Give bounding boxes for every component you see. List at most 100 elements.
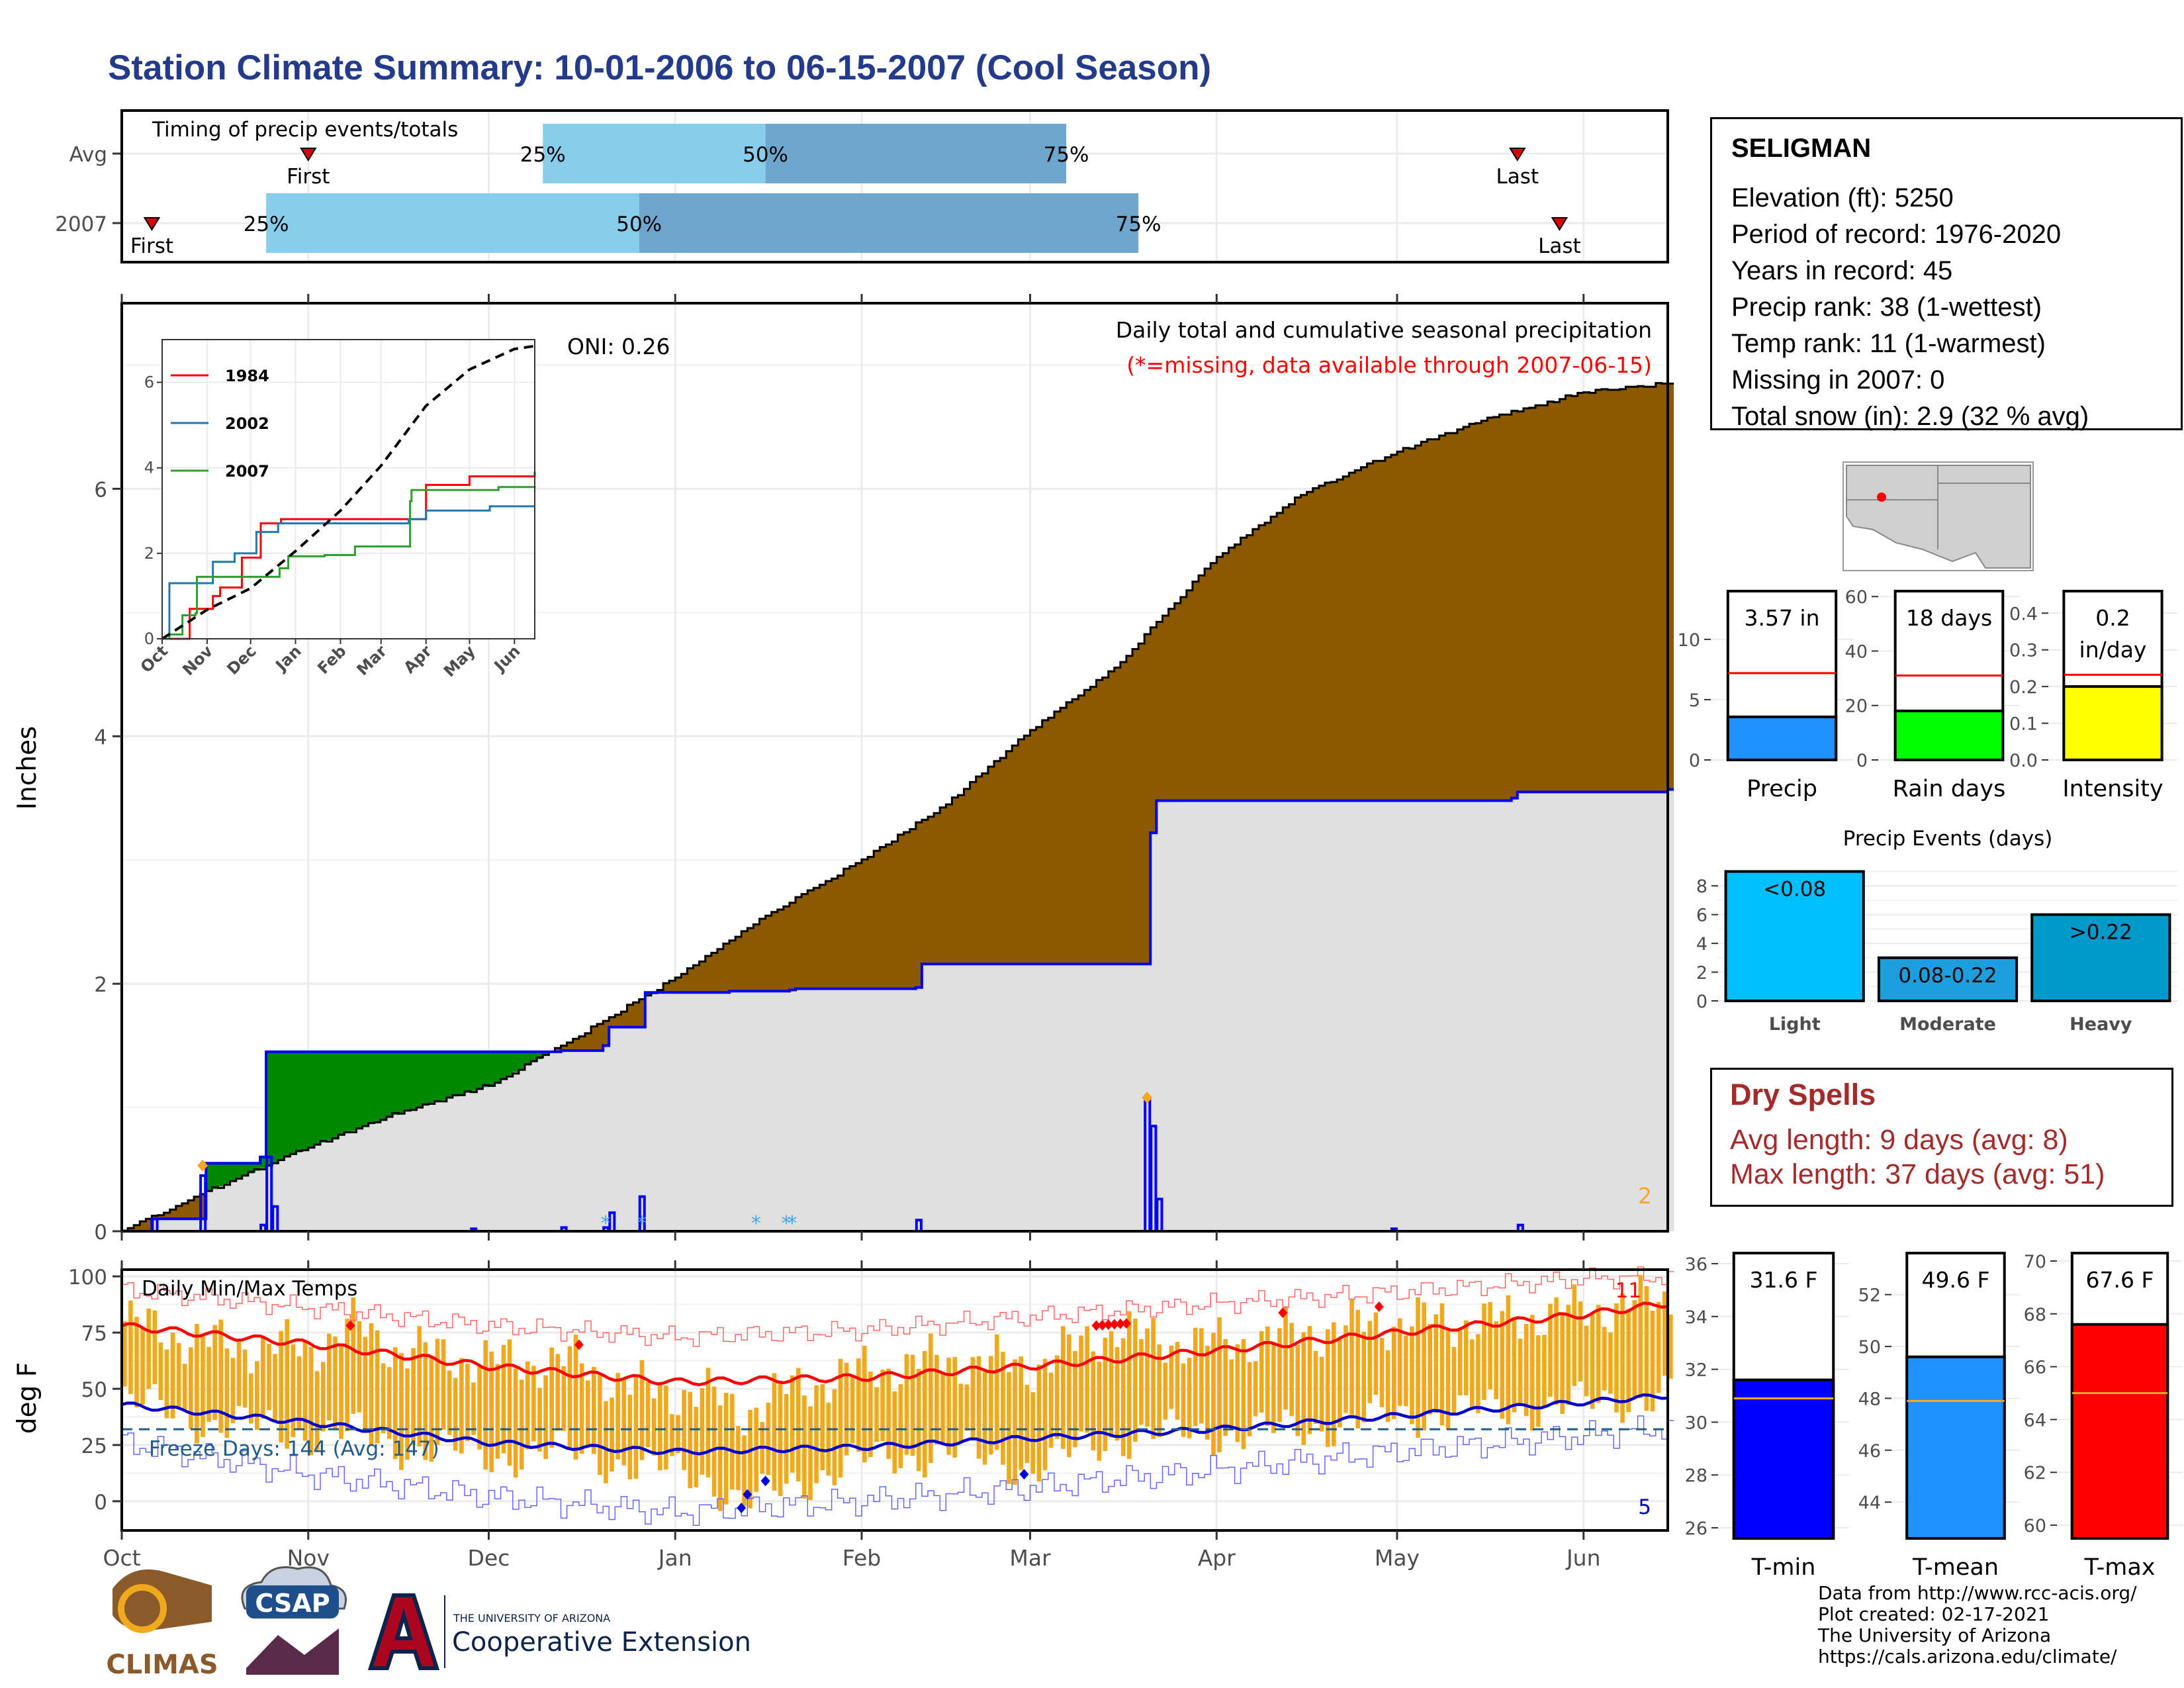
timing-label-75: 75% <box>1116 212 1161 236</box>
coop-extension-small-text: THE UNIVERSITY OF ARIZONA <box>453 1612 610 1624</box>
daily-temp-bar <box>1054 1355 1060 1439</box>
daily-temp-bar <box>302 1340 308 1441</box>
daily-temp-bar <box>982 1372 987 1465</box>
temps-y-tick-label: 75 <box>81 1322 107 1346</box>
daily-temp-bar <box>670 1414 674 1456</box>
daily-temp-bar <box>633 1377 639 1479</box>
daily-temp-bar <box>308 1346 314 1456</box>
dry-spells-title: Dry Spells <box>1730 1078 1876 1111</box>
daily-temp-bar <box>459 1358 464 1454</box>
temps-y-tick-label: 100 <box>68 1266 107 1289</box>
daily-temp-bar <box>417 1326 422 1447</box>
small-bar-label: 3.57 in <box>1744 605 1819 631</box>
daily-temp-bar <box>1512 1317 1517 1413</box>
daily-temp-bar <box>489 1351 494 1472</box>
daily-temp-bar <box>146 1308 151 1389</box>
daily-temp-bar <box>766 1403 771 1476</box>
small-bar <box>2070 1323 2169 1540</box>
daily-temp-bar <box>1126 1311 1132 1459</box>
small-bar-label: 31.6 F <box>1750 1267 1818 1293</box>
freeze-days-text: Freeze Days: 144 (Avg: 147) <box>149 1437 439 1461</box>
daily-temp-bar <box>1163 1362 1168 1420</box>
daily-temp-bar <box>928 1333 933 1463</box>
daily-temp-bar <box>1313 1350 1318 1424</box>
daily-temp-bar <box>994 1334 999 1450</box>
daily-temp-bar <box>1079 1335 1083 1432</box>
avg-cumulative-line <box>122 382 1674 1232</box>
daily-temp-bar <box>158 1342 163 1400</box>
daily-temp-bar <box>1036 1364 1042 1482</box>
credit-line: https://cals.arizona.edu/climate/ <box>1818 1646 2117 1667</box>
daily-temp-bar <box>537 1387 542 1452</box>
daily-temp-bar <box>1385 1350 1390 1423</box>
daily-temp-bar <box>1120 1338 1126 1456</box>
daily-temp-bar <box>1283 1306 1288 1410</box>
daily-temp-bar <box>898 1384 903 1469</box>
record-max-line <box>122 1266 1674 1347</box>
daily-temp-bar <box>748 1409 752 1509</box>
daily-temp-bar <box>501 1344 506 1454</box>
daily-temp-bar <box>1007 1372 1011 1484</box>
small-chart-precip_total: 0 5 10 3.57 in Precip <box>1678 590 1853 802</box>
daily-temp-bar <box>273 1354 277 1422</box>
daily-temp-bar <box>910 1354 915 1456</box>
small-y-tick-label: 46 <box>1858 1441 1881 1462</box>
small-y-tick-label: 0.2 <box>2009 677 2038 698</box>
daily-temp-bar <box>134 1317 139 1407</box>
daily-temp-bar <box>844 1362 849 1456</box>
daily-temp-bar <box>507 1339 512 1466</box>
daily-temp-bar <box>1060 1326 1066 1449</box>
timing-label-75: 75% <box>1044 143 1089 167</box>
main-frame <box>120 302 1669 1233</box>
daily-temp-bar <box>1457 1328 1463 1395</box>
daily-temp-bar <box>345 1319 349 1432</box>
daily-temp-bar <box>369 1323 374 1446</box>
daily-temp-bar <box>1482 1303 1486 1400</box>
daily-temp-bar <box>441 1339 446 1430</box>
daily-temp-bar <box>1391 1327 1396 1419</box>
daily-temp-bar <box>423 1342 428 1460</box>
dry-spells-max: Max length: 37 days (avg: 51) <box>1730 1158 2105 1190</box>
daily-temp-bar <box>1103 1337 1108 1452</box>
temps-y-tick-label: 25 <box>81 1434 107 1458</box>
timing-label-50: 50% <box>743 143 788 167</box>
daily-temp-bar <box>549 1347 554 1448</box>
daily-temp-bar <box>952 1357 957 1458</box>
small-bar-category: T-mean <box>1912 1554 1999 1581</box>
daily-temp-bar <box>1091 1351 1095 1450</box>
small-bar-category: T-min <box>1751 1554 1816 1581</box>
daily-temp-bar <box>1024 1385 1030 1464</box>
daily-temp-bar <box>513 1368 518 1478</box>
record-hot-marker <box>1103 1319 1113 1331</box>
daily-temp-bar <box>333 1336 338 1429</box>
temps-x-tick-label: Feb <box>842 1545 881 1571</box>
daily-temp-bar <box>1157 1344 1161 1438</box>
small-bar <box>1893 709 2005 762</box>
small-bar-label: 18 days <box>1906 605 1992 631</box>
daily-temp-bar <box>429 1355 434 1462</box>
daily-temp-bar <box>1439 1303 1445 1426</box>
avg-tmax-line <box>121 1301 1668 1387</box>
timing-bar-25-50 <box>543 124 766 183</box>
daily-temp-bar <box>591 1366 596 1454</box>
record-hot-marker <box>574 1339 584 1350</box>
daily-temp-bar <box>1109 1331 1114 1438</box>
daily-temp-bar <box>1097 1361 1102 1461</box>
credit-line: Data from http://www.rcc-acis.org/ <box>1818 1582 2137 1604</box>
daily-temp-bar <box>339 1344 343 1439</box>
daily-temp-bar <box>694 1407 699 1488</box>
main-missing-note: (*=missing, data available through 2007-… <box>1126 352 1652 378</box>
daily-temp-bar <box>212 1325 217 1421</box>
map-state-borders <box>1846 465 2030 549</box>
record-min-line <box>122 1415 1674 1526</box>
logos: CLIMAS CSAP THE UNIVERSITY OF ARIZONA Coope… <box>106 1566 751 1680</box>
daily-temp-bar <box>1524 1323 1529 1417</box>
daily-temp-bar <box>705 1368 711 1477</box>
main-y-tick-label: 2 <box>94 973 107 997</box>
record-hot-marker <box>1109 1319 1119 1330</box>
daily-temp-bar <box>1608 1332 1613 1394</box>
timing-chart: 25% 50% 75% First Last Avg 25% 50% 75% First Last 2… <box>55 109 1669 263</box>
daily-temp-bar <box>976 1356 981 1459</box>
daily-temp-bar <box>1590 1314 1595 1409</box>
